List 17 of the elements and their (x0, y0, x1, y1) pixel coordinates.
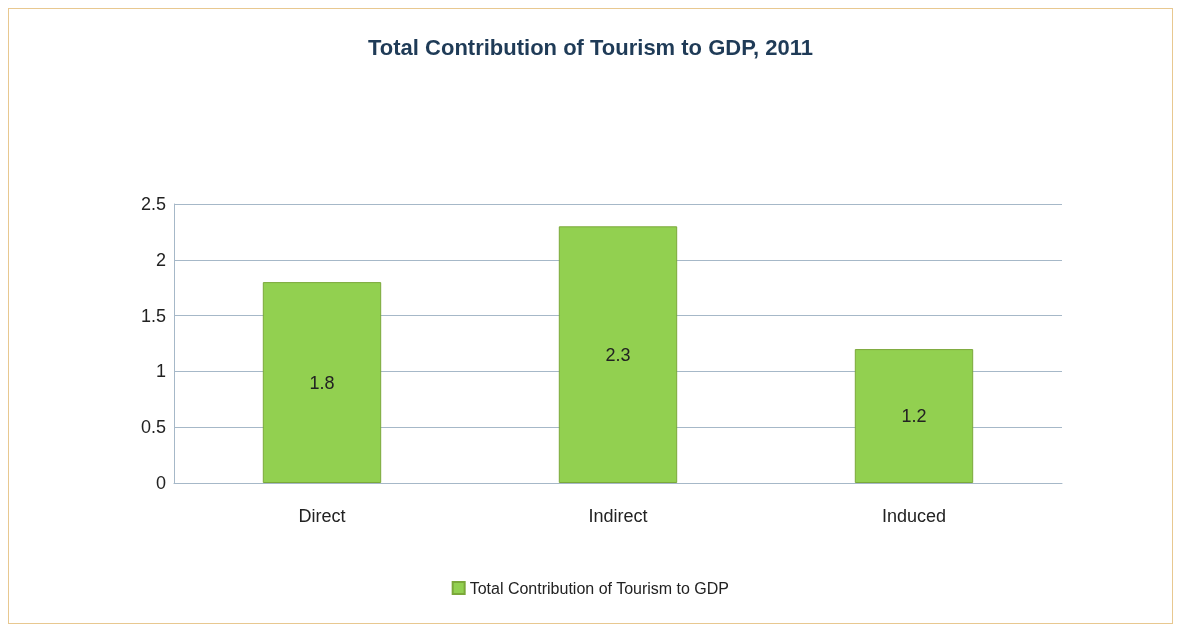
legend-label: Total Contribution of Tourism to GDP (469, 579, 730, 597)
y-tick-label: 2 (155, 249, 166, 270)
bar (558, 226, 678, 483)
bar (262, 282, 382, 483)
data-label: 1.2 (901, 406, 927, 427)
data-label: 2.3 (605, 344, 631, 365)
y-tick-label: 0 (155, 473, 166, 493)
y-tick-label: 2.5 (140, 194, 166, 214)
x-tick-label: Direct (298, 506, 346, 526)
y-tick-label: 1 (155, 361, 166, 382)
x-tick-label: Induced (881, 506, 947, 526)
bar (854, 349, 974, 483)
y-tick-label: 0.5 (140, 417, 166, 438)
chart-title: Total Contribution of Tourism to GDP, 2011 (368, 34, 813, 60)
data-label: 1.8 (309, 372, 335, 393)
y-tick-label: 1.5 (140, 305, 166, 326)
x-tick-label: Indirect (588, 506, 648, 526)
